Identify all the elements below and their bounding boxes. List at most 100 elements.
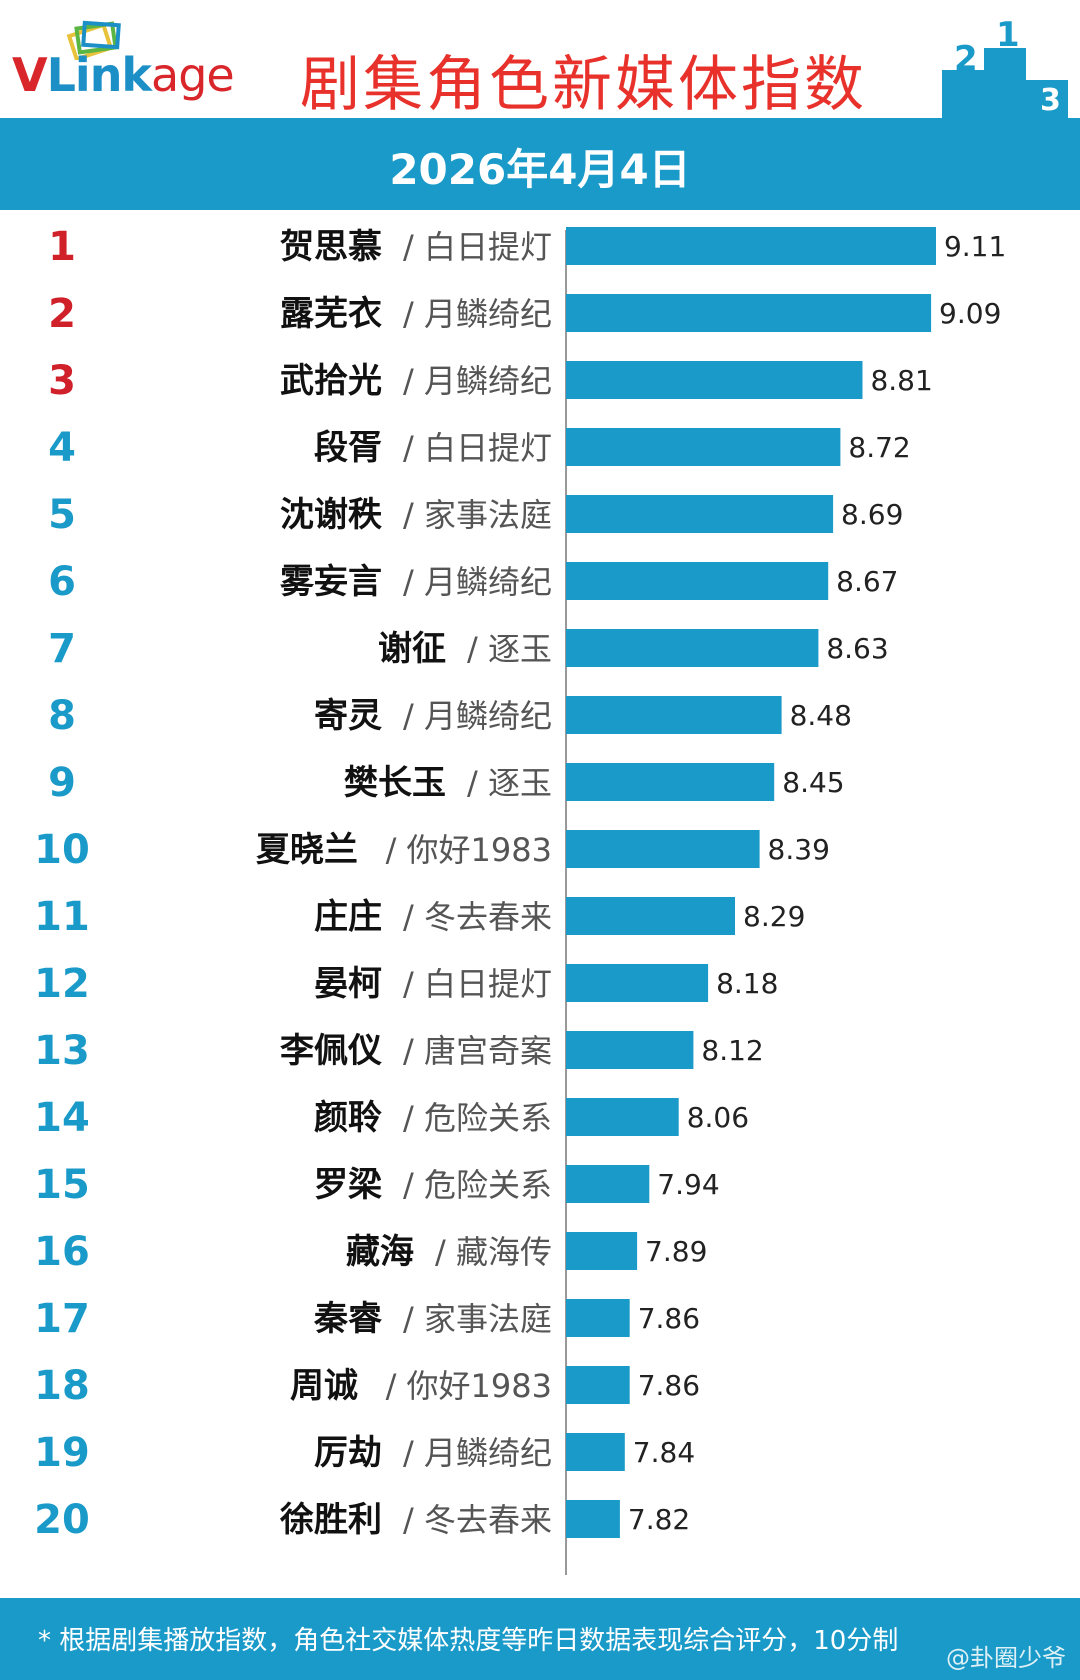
drama-label: / 你好1983 [386, 1367, 552, 1405]
character-name: 庄庄 [314, 897, 382, 937]
drama-label: / 家事法庭 [403, 496, 552, 534]
footer: * 根据剧集播放指数，角色社交媒体热度等昨日数据表现综合评分，10分制 @卦圈少… [0, 1598, 1080, 1680]
podium-icon: 2 1 3 [942, 15, 1068, 118]
value-label: 8.39 [768, 833, 830, 866]
value-label: 8.12 [701, 1034, 763, 1067]
character-name: 晏柯 [314, 964, 382, 1004]
date-banner: 2026年4月4日 [0, 118, 1080, 210]
bar [566, 1299, 630, 1337]
value-label: 8.81 [870, 364, 932, 397]
bar [566, 1433, 625, 1471]
character-name: 厉劫 [314, 1433, 382, 1473]
drama-label: / 月鳞绮纪 [403, 362, 552, 400]
bar [566, 1031, 694, 1069]
character-name: 秦睿 [313, 1299, 383, 1339]
bar [566, 562, 829, 600]
logo-age: age [151, 48, 235, 102]
character-name: 武拾光 [280, 361, 382, 401]
character-name: 段胥 [314, 428, 382, 468]
rank-label: 12 [34, 961, 90, 1007]
rank-label: 15 [34, 1162, 90, 1208]
podium-label-2: 2 [954, 39, 978, 79]
drama-label: / 白日提灯 [403, 965, 552, 1003]
drama-label: / 月鳞绮纪 [403, 697, 552, 735]
drama-label: / 危险关系 [403, 1166, 552, 1204]
bar [566, 629, 819, 667]
bar [566, 1165, 650, 1203]
bar [566, 1098, 679, 1136]
character-name: 周诚 [290, 1366, 358, 1406]
value-label: 8.29 [743, 900, 805, 933]
vlinkage-logo: VLinkage [12, 20, 242, 110]
value-label: 9.09 [939, 297, 1001, 330]
bar [566, 428, 841, 466]
value-label: 8.63 [826, 632, 888, 665]
bar [566, 964, 709, 1002]
bar [566, 361, 863, 399]
value-label: 8.18 [716, 967, 778, 1000]
rank-label: 7 [48, 626, 76, 672]
value-label: 8.06 [687, 1101, 749, 1134]
bar [566, 1500, 620, 1538]
value-label: 7.86 [638, 1369, 700, 1402]
character-name: 雾妄言 [280, 562, 382, 602]
rank-label: 14 [34, 1095, 90, 1141]
rank-label: 18 [34, 1363, 90, 1409]
drama-label: / 唐宫奇案 [403, 1032, 552, 1070]
logo-v: V [12, 48, 48, 102]
rank-label: 16 [34, 1229, 90, 1275]
value-label: 7.86 [638, 1302, 700, 1335]
rank-label: 3 [48, 358, 76, 404]
value-label: 8.72 [848, 431, 910, 464]
bar [566, 763, 775, 801]
drama-label: / 逐玉 [467, 764, 552, 802]
bar [566, 897, 735, 935]
rank-label: 19 [34, 1430, 90, 1476]
drama-label: / 月鳞绮纪 [403, 1434, 552, 1472]
rank-label: 9 [48, 760, 76, 806]
value-label: 7.89 [645, 1235, 707, 1268]
rank-label: 20 [34, 1497, 90, 1543]
drama-label: / 白日提灯 [403, 429, 552, 467]
character-name: 藏海 [346, 1232, 414, 1272]
logo-link: Link [46, 48, 152, 102]
bar [566, 696, 782, 734]
rank-label: 6 [48, 559, 76, 605]
bar [566, 294, 932, 332]
value-label: 7.82 [628, 1503, 690, 1536]
rank-label: 13 [34, 1028, 90, 1074]
bar [566, 495, 834, 533]
drama-label: / 白日提灯 [403, 228, 552, 266]
rank-label: 5 [48, 492, 76, 538]
drama-label: / 月鳞绮纪 [403, 563, 552, 601]
logo-cards-icon [66, 20, 121, 60]
drama-label: / 冬去春来 [403, 1501, 552, 1539]
character-name: 沈谢秩 [280, 495, 382, 535]
drama-label: / 家事法庭 [403, 1300, 552, 1338]
drama-label: / 藏海传 [435, 1233, 552, 1271]
podium-label-1: 1 [996, 15, 1020, 55]
value-label: 8.48 [790, 699, 852, 732]
bar [566, 830, 760, 868]
logo-text: VLinkage [12, 48, 235, 102]
bar [566, 1232, 638, 1270]
value-label: 8.67 [836, 565, 898, 598]
podium-label-3: 3 [1040, 83, 1061, 118]
rank-label: 1 [48, 224, 76, 270]
drama-label: / 冬去春来 [403, 898, 552, 936]
rank-label: 11 [34, 894, 90, 940]
character-name: 贺思慕 [280, 227, 382, 267]
character-name: 谢征 [378, 629, 446, 669]
drama-label: / 危险关系 [403, 1099, 552, 1137]
character-name: 夏晓兰 [256, 830, 358, 870]
character-name: 露芜衣 [280, 294, 382, 334]
rank-label: 10 [34, 827, 90, 873]
rank-label: 4 [48, 425, 76, 471]
drama-label: / 你好1983 [386, 831, 552, 869]
header: VLinkage 剧集角色新媒体指数 2 1 3 [0, 0, 1080, 120]
value-label: 7.94 [657, 1168, 719, 1201]
value-label: 7.84 [633, 1436, 695, 1469]
bar [566, 227, 936, 265]
